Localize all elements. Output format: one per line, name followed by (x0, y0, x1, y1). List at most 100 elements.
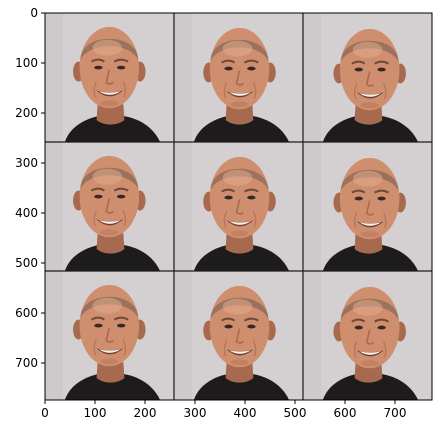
brow-right (374, 60, 390, 65)
eye-right (377, 325, 386, 330)
chin (230, 101, 249, 108)
smile-line-right (122, 81, 127, 98)
chin (100, 358, 119, 365)
eye-right (247, 195, 256, 200)
shirt (64, 244, 161, 271)
y-tick-label: 300 (15, 156, 38, 170)
smile-line-left (353, 212, 358, 229)
nose (365, 329, 375, 345)
shirt (322, 373, 419, 400)
eye-right (247, 324, 256, 329)
nose (365, 71, 375, 87)
y-tick-label: 0 (30, 6, 38, 20)
brow-right (113, 187, 129, 192)
brow-left (90, 58, 105, 63)
brow-right (113, 316, 129, 321)
shirt (64, 373, 161, 400)
tile-shade (174, 142, 192, 271)
image-tile (303, 142, 432, 271)
neck (225, 104, 254, 125)
tile-shade (45, 13, 63, 142)
eye-right (247, 66, 256, 71)
chin (100, 100, 119, 107)
nose (235, 199, 244, 215)
image-tile (45, 271, 174, 400)
brow-right (243, 188, 259, 193)
y-tick-label: 700 (15, 356, 38, 370)
x-tick-label: 0 (41, 406, 49, 420)
y-tick-label: 400 (15, 206, 38, 220)
eye-left (94, 323, 103, 328)
image-tile (45, 13, 174, 142)
x-tick-label: 300 (184, 406, 207, 420)
eye-left (94, 65, 103, 70)
eye-left (224, 66, 233, 71)
chin (360, 102, 379, 109)
x-axis: 0 100 200 300 400 500 600 700 (41, 400, 406, 420)
x-tick-label: 400 (234, 406, 257, 420)
image-grid (45, 13, 432, 400)
smile-line-right (383, 83, 387, 100)
nose (105, 198, 114, 214)
tile-shade (174, 271, 192, 400)
shirt (193, 373, 290, 400)
eye-left (354, 196, 363, 201)
smile-line-left (353, 83, 358, 100)
forehead-highlight (92, 297, 123, 314)
x-tick-label: 200 (134, 406, 157, 420)
smile-line-right (383, 212, 387, 229)
neck (96, 104, 125, 125)
smile-line-right (252, 211, 257, 228)
teeth (229, 350, 251, 354)
shirt (64, 115, 161, 142)
smile-line-right (122, 339, 127, 356)
brow-left (351, 318, 366, 323)
shirt (193, 115, 290, 142)
forehead-highlight (352, 299, 383, 316)
eye-left (94, 194, 103, 199)
x-tick-label: 700 (384, 406, 407, 420)
eye-left (354, 325, 363, 330)
smile-line-left (353, 341, 358, 358)
chin (100, 229, 119, 236)
neck (96, 233, 125, 254)
teeth (359, 93, 382, 97)
neck (225, 233, 254, 254)
nose (105, 69, 114, 85)
x-tick-label: 600 (334, 406, 357, 420)
y-tick-label: 500 (15, 256, 38, 270)
neck (96, 362, 125, 383)
eye-left (224, 324, 233, 329)
smile-line-left (93, 210, 97, 227)
brow-left (221, 59, 236, 64)
tile-shade (45, 142, 63, 271)
smile-line-right (252, 340, 257, 357)
tile-shade (45, 271, 63, 400)
forehead-highlight (352, 170, 383, 187)
teeth (359, 222, 382, 226)
image-tile (174, 142, 303, 271)
smile-line-left (223, 82, 228, 99)
brow-left (90, 187, 105, 192)
brow-right (374, 189, 390, 194)
eye-right (377, 196, 386, 201)
teeth (229, 221, 251, 225)
teeth (229, 92, 251, 96)
axes-frame (44, 12, 433, 401)
smile-line-right (122, 210, 127, 227)
brow-left (221, 317, 236, 322)
forehead-highlight (92, 39, 123, 56)
tile-shade (303, 142, 321, 271)
y-tick-label: 200 (15, 106, 38, 120)
tile-separators (45, 13, 432, 400)
brow-left (90, 316, 105, 321)
x-tick-label: 100 (84, 406, 107, 420)
teeth (98, 91, 121, 95)
chin (230, 359, 249, 366)
y-axis: 0 100 200 300 400 500 600 700 (15, 6, 45, 370)
brow-left (351, 189, 366, 194)
nose (365, 200, 375, 216)
chin (230, 230, 249, 237)
x-tick-label: 500 (284, 406, 307, 420)
